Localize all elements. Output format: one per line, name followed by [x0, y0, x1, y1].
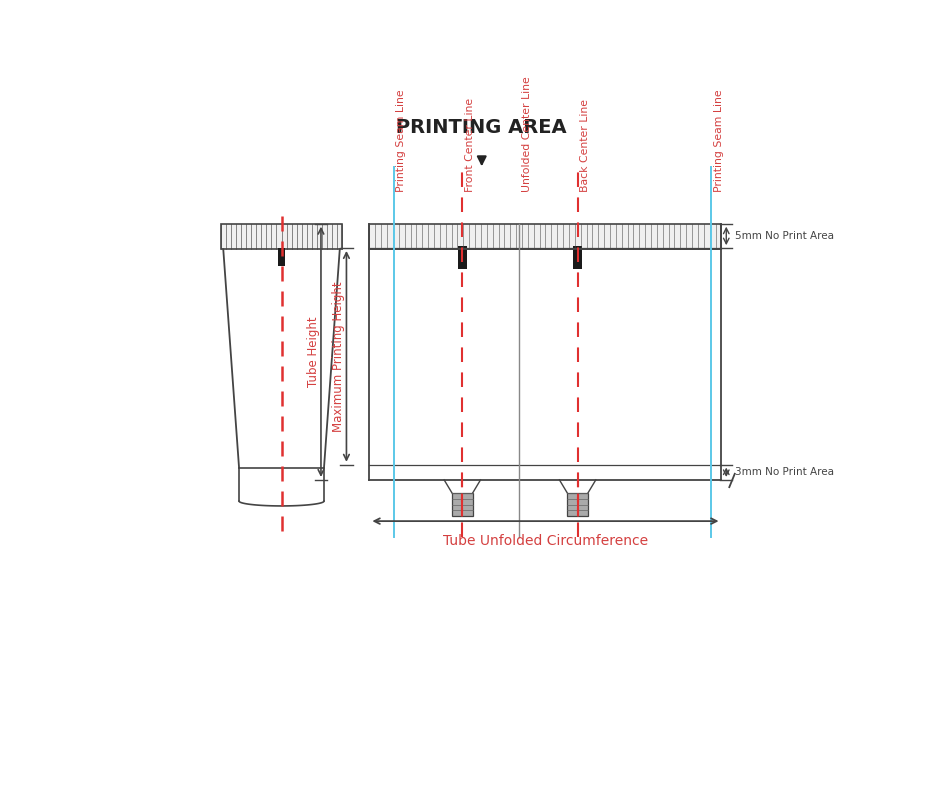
Bar: [277, 248, 286, 266]
Text: Printing Seam Line: Printing Seam Line: [396, 89, 406, 191]
Text: Maximum Printing Height: Maximum Printing Height: [332, 281, 345, 432]
Text: Front Center Line: Front Center Line: [464, 98, 475, 191]
Text: Tube Unfolded Circumference: Tube Unfolded Circumference: [443, 533, 648, 548]
Bar: [452, 493, 473, 516]
Text: PRINTING AREA: PRINTING AREA: [397, 118, 567, 137]
Text: Printing Seam Line: Printing Seam Line: [713, 89, 724, 191]
Text: 5mm No Print Area: 5mm No Print Area: [735, 231, 835, 241]
Bar: [458, 246, 466, 269]
Bar: [221, 224, 342, 249]
Text: Back Center Line: Back Center Line: [580, 98, 590, 191]
Text: Tube Height: Tube Height: [306, 317, 320, 387]
Bar: [369, 224, 721, 249]
Bar: [573, 246, 582, 269]
Bar: [568, 493, 588, 516]
Text: Unfolded Center Line: Unfolded Center Line: [522, 76, 532, 191]
Text: 3mm No Print Area: 3mm No Print Area: [735, 467, 835, 478]
